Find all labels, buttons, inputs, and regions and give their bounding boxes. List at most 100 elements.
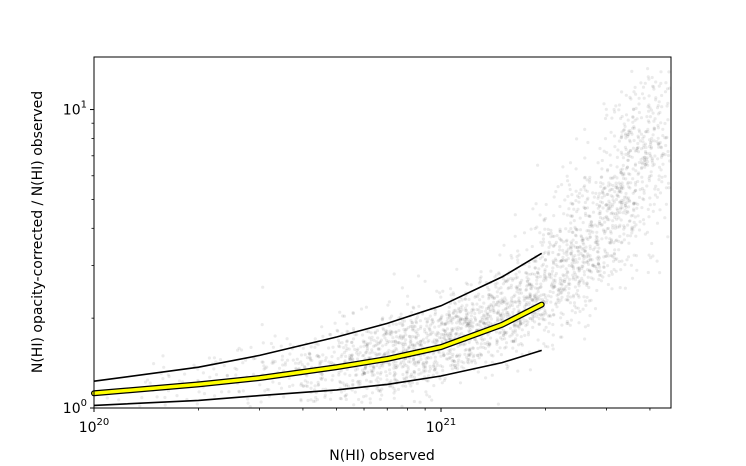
scatter-point xyxy=(552,283,556,287)
scatter-point xyxy=(528,368,533,372)
scatter-point xyxy=(619,136,623,140)
scatter-point xyxy=(271,359,275,363)
scatter-point xyxy=(260,360,264,364)
scatter-point xyxy=(602,255,606,259)
scatter-point xyxy=(643,155,647,159)
scatter-point xyxy=(392,272,396,276)
scatter-point xyxy=(369,338,373,342)
scatter-point xyxy=(547,240,552,244)
scatter-point xyxy=(562,287,567,291)
scatter-point xyxy=(105,396,109,400)
scatter-point xyxy=(582,205,586,209)
scatter-point xyxy=(586,259,591,263)
scatter-point xyxy=(634,223,638,227)
scatter-point xyxy=(338,379,342,384)
scatter-point xyxy=(558,279,562,283)
scatter-point xyxy=(498,253,502,257)
scatter-point xyxy=(152,362,156,366)
scatter-point xyxy=(489,336,493,340)
scatter-point xyxy=(441,368,445,373)
scatter-point xyxy=(642,134,646,138)
scatter-point xyxy=(606,206,610,211)
scatter-point xyxy=(469,320,473,324)
scatter-point xyxy=(577,249,581,253)
scatter-point xyxy=(439,315,443,320)
scatter-point xyxy=(479,270,483,274)
scatter-point xyxy=(358,382,362,386)
scatter-point xyxy=(640,165,644,170)
scatter-point xyxy=(418,339,423,343)
scatter-point xyxy=(410,343,414,347)
scatter-point xyxy=(535,315,539,319)
scatter-point xyxy=(644,145,648,150)
scatter-point xyxy=(649,142,653,146)
scatter-point xyxy=(288,352,292,356)
scatter-point xyxy=(637,228,642,232)
scatter-point xyxy=(441,332,445,337)
scatter-point xyxy=(448,331,452,336)
scatter-point xyxy=(392,374,396,378)
scatter-point xyxy=(543,258,548,262)
scatter-point xyxy=(566,270,570,275)
scatter-point xyxy=(456,344,460,348)
scatter-point xyxy=(378,389,383,393)
scatter-point xyxy=(642,222,646,226)
scatter-point xyxy=(466,323,470,327)
scatter-point xyxy=(462,366,466,370)
scatter-point xyxy=(556,264,560,269)
scatter-point xyxy=(513,339,517,343)
scatter-point xyxy=(651,164,655,168)
scatter-point xyxy=(406,360,411,364)
scatter-point xyxy=(403,341,407,345)
scatter-point xyxy=(602,149,606,153)
scatter-point xyxy=(578,228,583,232)
scatter-point xyxy=(550,272,554,276)
scatter-point xyxy=(162,365,166,369)
scatter-point xyxy=(656,188,660,192)
scatter-point xyxy=(610,116,614,120)
scatter-point xyxy=(576,246,580,250)
scatter-point xyxy=(551,333,555,337)
scatter-point xyxy=(452,309,456,313)
scatter-point xyxy=(661,127,665,131)
scatter-point xyxy=(517,291,521,295)
scatter-point xyxy=(656,142,661,147)
scatter-point xyxy=(586,275,590,279)
scatter-point xyxy=(432,361,436,365)
scatter-point xyxy=(378,347,382,351)
scatter-point xyxy=(581,254,585,258)
scatter-point xyxy=(328,332,332,336)
scatter-point xyxy=(631,115,635,119)
scatter-point xyxy=(344,384,348,388)
y-tick-label: 101 xyxy=(63,100,87,119)
scatter-point xyxy=(479,319,483,323)
scatter-point xyxy=(577,195,581,200)
scatter-point xyxy=(419,357,423,361)
scatter-point xyxy=(441,328,445,332)
scatter-point xyxy=(511,277,515,281)
scatter-point xyxy=(649,155,653,159)
scatter-point xyxy=(541,313,546,317)
scatter-point xyxy=(659,155,664,159)
scatter-point xyxy=(650,158,654,162)
scatter-point xyxy=(503,313,507,317)
scatter-point xyxy=(469,314,473,318)
scatter-point xyxy=(641,146,646,150)
scatter-point xyxy=(410,310,414,314)
scatter-point xyxy=(528,301,532,305)
scatter-point xyxy=(611,198,615,202)
scatter-point xyxy=(542,251,546,256)
scatter-point xyxy=(483,317,487,321)
scatter-point xyxy=(635,146,639,150)
scatter-point xyxy=(408,381,412,385)
scatter-point xyxy=(262,367,266,371)
scatter-point xyxy=(517,326,521,330)
scatter-point xyxy=(509,283,513,287)
scatter-point xyxy=(385,350,389,354)
scatter-point xyxy=(208,375,212,379)
scatter-point xyxy=(573,272,578,276)
scatter-point xyxy=(570,214,574,219)
scatter-point xyxy=(415,381,419,386)
scatter-point xyxy=(652,162,656,166)
scatter-point xyxy=(643,232,648,236)
